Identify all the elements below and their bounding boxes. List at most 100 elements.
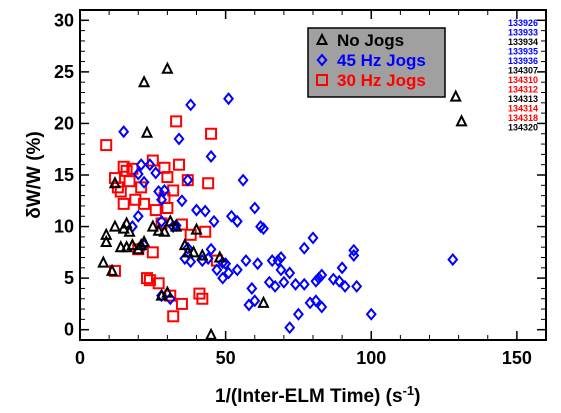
data-point-triangle xyxy=(196,248,209,261)
data-point-diamond xyxy=(138,175,150,189)
data-point-triangle xyxy=(152,223,165,236)
y-tick-label: 25 xyxy=(54,62,74,82)
y-tick-label: 0 xyxy=(64,320,74,340)
data-point-diamond xyxy=(150,166,162,180)
data-point-diamond xyxy=(266,254,278,268)
data-point-triangle xyxy=(108,176,122,189)
data-point-square xyxy=(175,297,188,310)
data-point-diamond xyxy=(156,214,168,228)
data-point-diamond xyxy=(278,275,290,289)
y-tick-label: 5 xyxy=(64,268,74,288)
data-point-square xyxy=(152,277,165,290)
data-point-diamond xyxy=(225,209,237,223)
shot-number-label: 134320 xyxy=(508,123,538,133)
data-point-diamond xyxy=(217,271,229,285)
legend-box xyxy=(307,27,446,98)
data-point-diamond xyxy=(185,98,197,112)
data-point-diamond xyxy=(365,307,377,321)
data-point-diamond xyxy=(298,241,310,255)
data-point-diamond xyxy=(185,255,197,269)
data-point-square xyxy=(140,272,153,285)
axis-ticks: 0 50 100 150 0 5 10 15 20 25 30 xyxy=(54,10,546,368)
legend-marker-square xyxy=(316,74,328,86)
data-points xyxy=(97,61,468,340)
data-point-diamond xyxy=(231,263,243,277)
data-point-triangle xyxy=(100,234,113,248)
data-point-square xyxy=(170,115,183,128)
data-point-diamond xyxy=(199,204,211,218)
data-point-triangle xyxy=(158,224,171,237)
data-point-diamond xyxy=(205,149,217,163)
data-point-diamond xyxy=(237,173,249,187)
data-point-square xyxy=(196,292,209,305)
data-point-triangle xyxy=(140,125,154,138)
data-point-diamond xyxy=(190,203,203,217)
data-point-diamond xyxy=(290,277,302,291)
data-point-triangle xyxy=(164,214,177,227)
data-point-triangle xyxy=(137,234,151,248)
data-point-diamond xyxy=(263,275,275,289)
legend-label: No Jogs xyxy=(337,31,404,50)
data-point-square xyxy=(202,177,215,190)
data-point-diamond xyxy=(275,250,287,265)
data-point-diamond xyxy=(275,263,287,277)
data-point-diamond xyxy=(348,243,360,257)
data-point-square xyxy=(146,246,159,259)
data-point-triangle xyxy=(161,285,174,298)
data-point-triangle xyxy=(455,114,468,127)
data-point-diamond xyxy=(327,272,339,286)
x-tick-label: 100 xyxy=(356,348,386,368)
data-point-diamond xyxy=(272,254,284,268)
data-point-diamond xyxy=(298,277,310,291)
data-point-square xyxy=(100,139,113,152)
y-tick-label: 30 xyxy=(54,10,74,30)
data-point-diamond xyxy=(182,241,194,255)
data-point-diamond xyxy=(284,266,296,280)
data-point-triangle xyxy=(137,74,151,88)
data-point-triangle xyxy=(169,219,183,232)
data-point-triangle xyxy=(213,250,226,263)
data-point-diamond xyxy=(118,125,130,139)
data-point-square xyxy=(205,127,218,140)
shot-number-label: 133934 xyxy=(508,37,538,47)
data-point-diamond xyxy=(307,231,319,245)
data-point-triangle xyxy=(190,222,203,235)
data-point-square xyxy=(173,158,186,171)
data-point-diamond xyxy=(310,274,322,288)
data-point-diamond xyxy=(447,253,459,267)
data-point-triangle xyxy=(126,237,139,251)
data-point-triangle xyxy=(161,61,174,74)
data-point-triangle xyxy=(108,219,122,232)
data-point-square xyxy=(117,197,130,210)
data-point-square xyxy=(114,185,127,198)
y-tick-label: 15 xyxy=(54,165,74,185)
data-point-triangle xyxy=(114,239,127,253)
data-point-diamond xyxy=(336,261,348,275)
data-point-diamond xyxy=(257,222,269,236)
data-point-diamond xyxy=(252,257,264,271)
data-point-diamond xyxy=(316,300,328,314)
shot-number-label: 134310 xyxy=(508,75,538,85)
shot-number-label: 133936 xyxy=(508,56,538,66)
legend-marker-diamond xyxy=(316,53,328,67)
shot-number-label: 134312 xyxy=(508,85,538,95)
x-tick-label: 0 xyxy=(75,348,85,368)
data-point-diamond xyxy=(158,183,170,198)
data-point-diamond xyxy=(182,173,194,187)
data-point-triangle xyxy=(181,245,194,258)
shot-number-label: 133935 xyxy=(508,47,538,57)
data-point-square xyxy=(199,225,212,238)
x-axis-label: 1/(Inter-ELM Time) (s-1) xyxy=(215,383,420,407)
shot-number-label: 134318 xyxy=(508,113,538,123)
x-axis-label-superscript: -1 xyxy=(403,383,415,398)
data-point-triangle xyxy=(135,237,148,251)
data-point-diamond xyxy=(339,279,351,293)
data-point-square xyxy=(161,202,174,214)
data-point-diamond xyxy=(292,307,304,321)
data-point-diamond xyxy=(313,271,325,285)
data-point-diamond xyxy=(211,263,223,277)
legend-label: 30 Hz Jogs xyxy=(337,71,426,90)
data-point-triangle xyxy=(449,89,462,102)
data-point-diamond xyxy=(333,274,345,288)
